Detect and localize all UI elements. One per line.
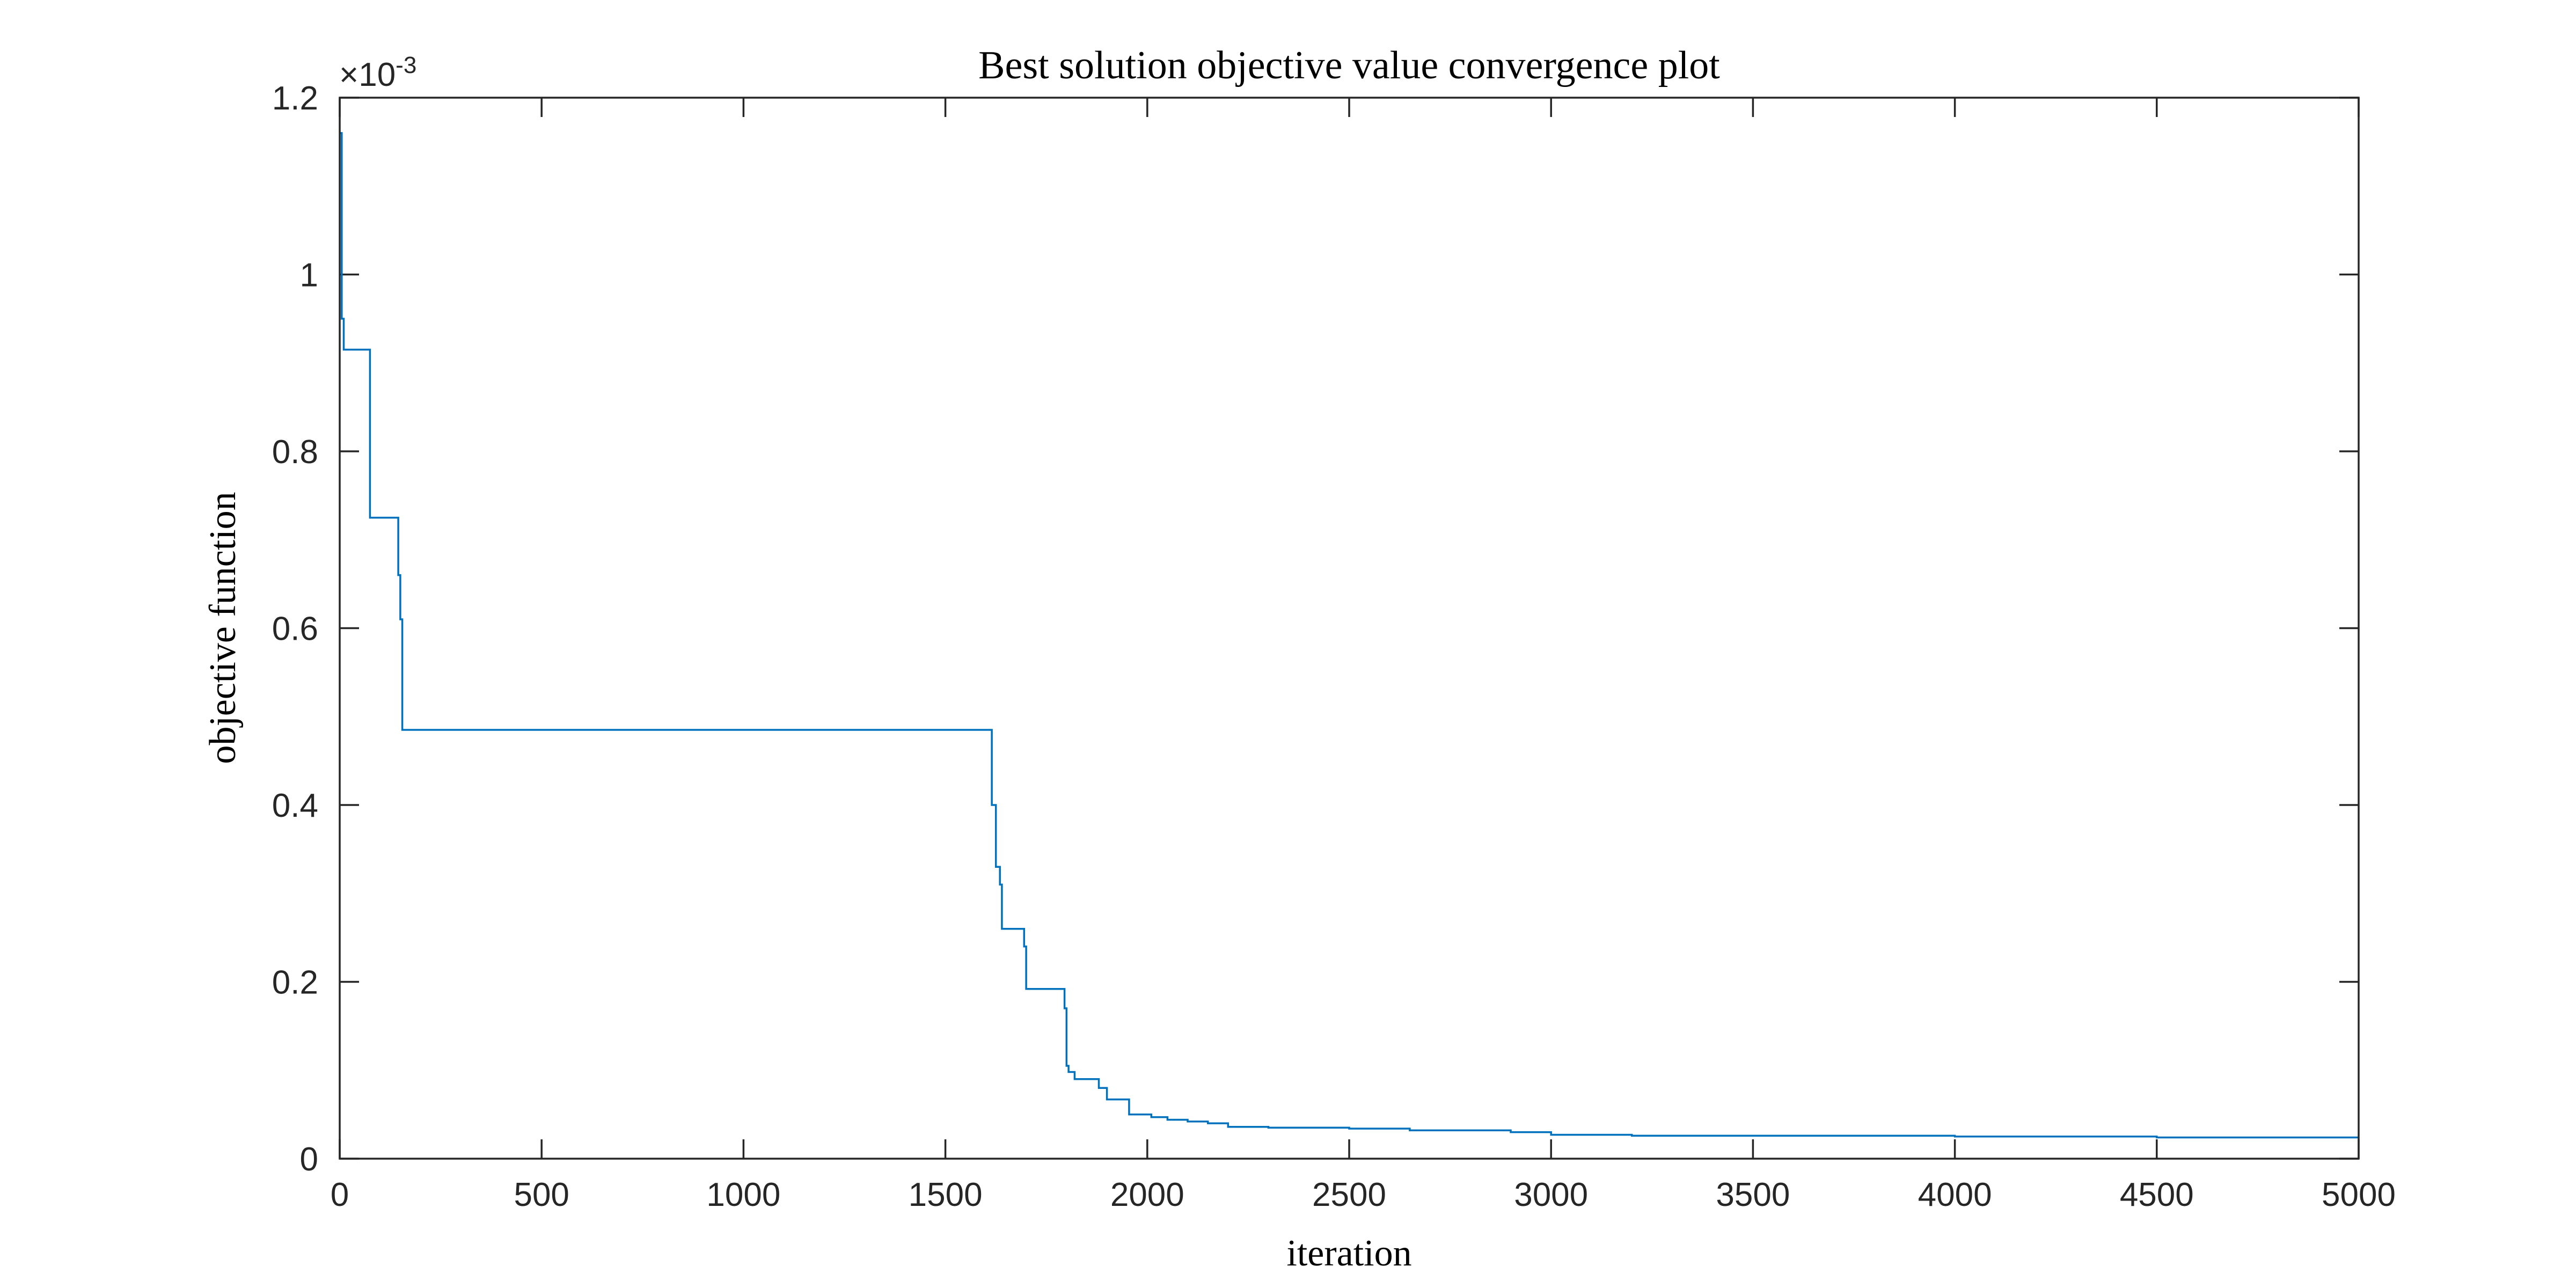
- x-tick-label: 0: [331, 1176, 349, 1213]
- x-tick-label: 2000: [1110, 1176, 1184, 1213]
- y-tick-label: 0.2: [272, 964, 318, 1001]
- series-line: [340, 132, 2359, 1139]
- x-tick-label: 5000: [2322, 1176, 2396, 1213]
- x-tick-label: 500: [514, 1176, 569, 1213]
- y-tick-label: 1: [300, 257, 318, 294]
- y-tick-labels: 0 0.2 0.4 0.6 0.8 1 1.2: [272, 80, 318, 1178]
- y-tick-label: 0.4: [272, 787, 318, 824]
- y-exponent-label: ×10-3: [339, 52, 416, 93]
- chart-title: Best solution objective value convergenc…: [978, 43, 1720, 87]
- y-tick-label: 1.2: [272, 80, 318, 117]
- x-tick-label: 3500: [1716, 1176, 1790, 1213]
- x-tick-labels: 0 500 1000 1500 2000 2500 3000 3500 4000 4500 5000: [331, 1176, 2396, 1213]
- x-tick-label: 2500: [1312, 1176, 1386, 1213]
- y-tick-label: 0.8: [272, 434, 318, 471]
- y-tick-label: 0: [300, 1141, 318, 1178]
- y-axis-label: objective function: [202, 492, 244, 764]
- plot-area: [340, 98, 2359, 1159]
- x-tick-label: 4000: [1918, 1176, 1992, 1213]
- x-tick-label: 3000: [1514, 1176, 1588, 1213]
- plot-frame: [339, 97, 2360, 1160]
- y-tick-label: 0.6: [272, 611, 318, 648]
- x-tick-label: 1500: [909, 1176, 983, 1213]
- x-tick-label: 1000: [706, 1176, 780, 1213]
- y-exponent-power: -3: [396, 52, 416, 78]
- x-axis-label: iteration: [1286, 1233, 1411, 1274]
- x-tick-label: 4500: [2120, 1176, 2194, 1213]
